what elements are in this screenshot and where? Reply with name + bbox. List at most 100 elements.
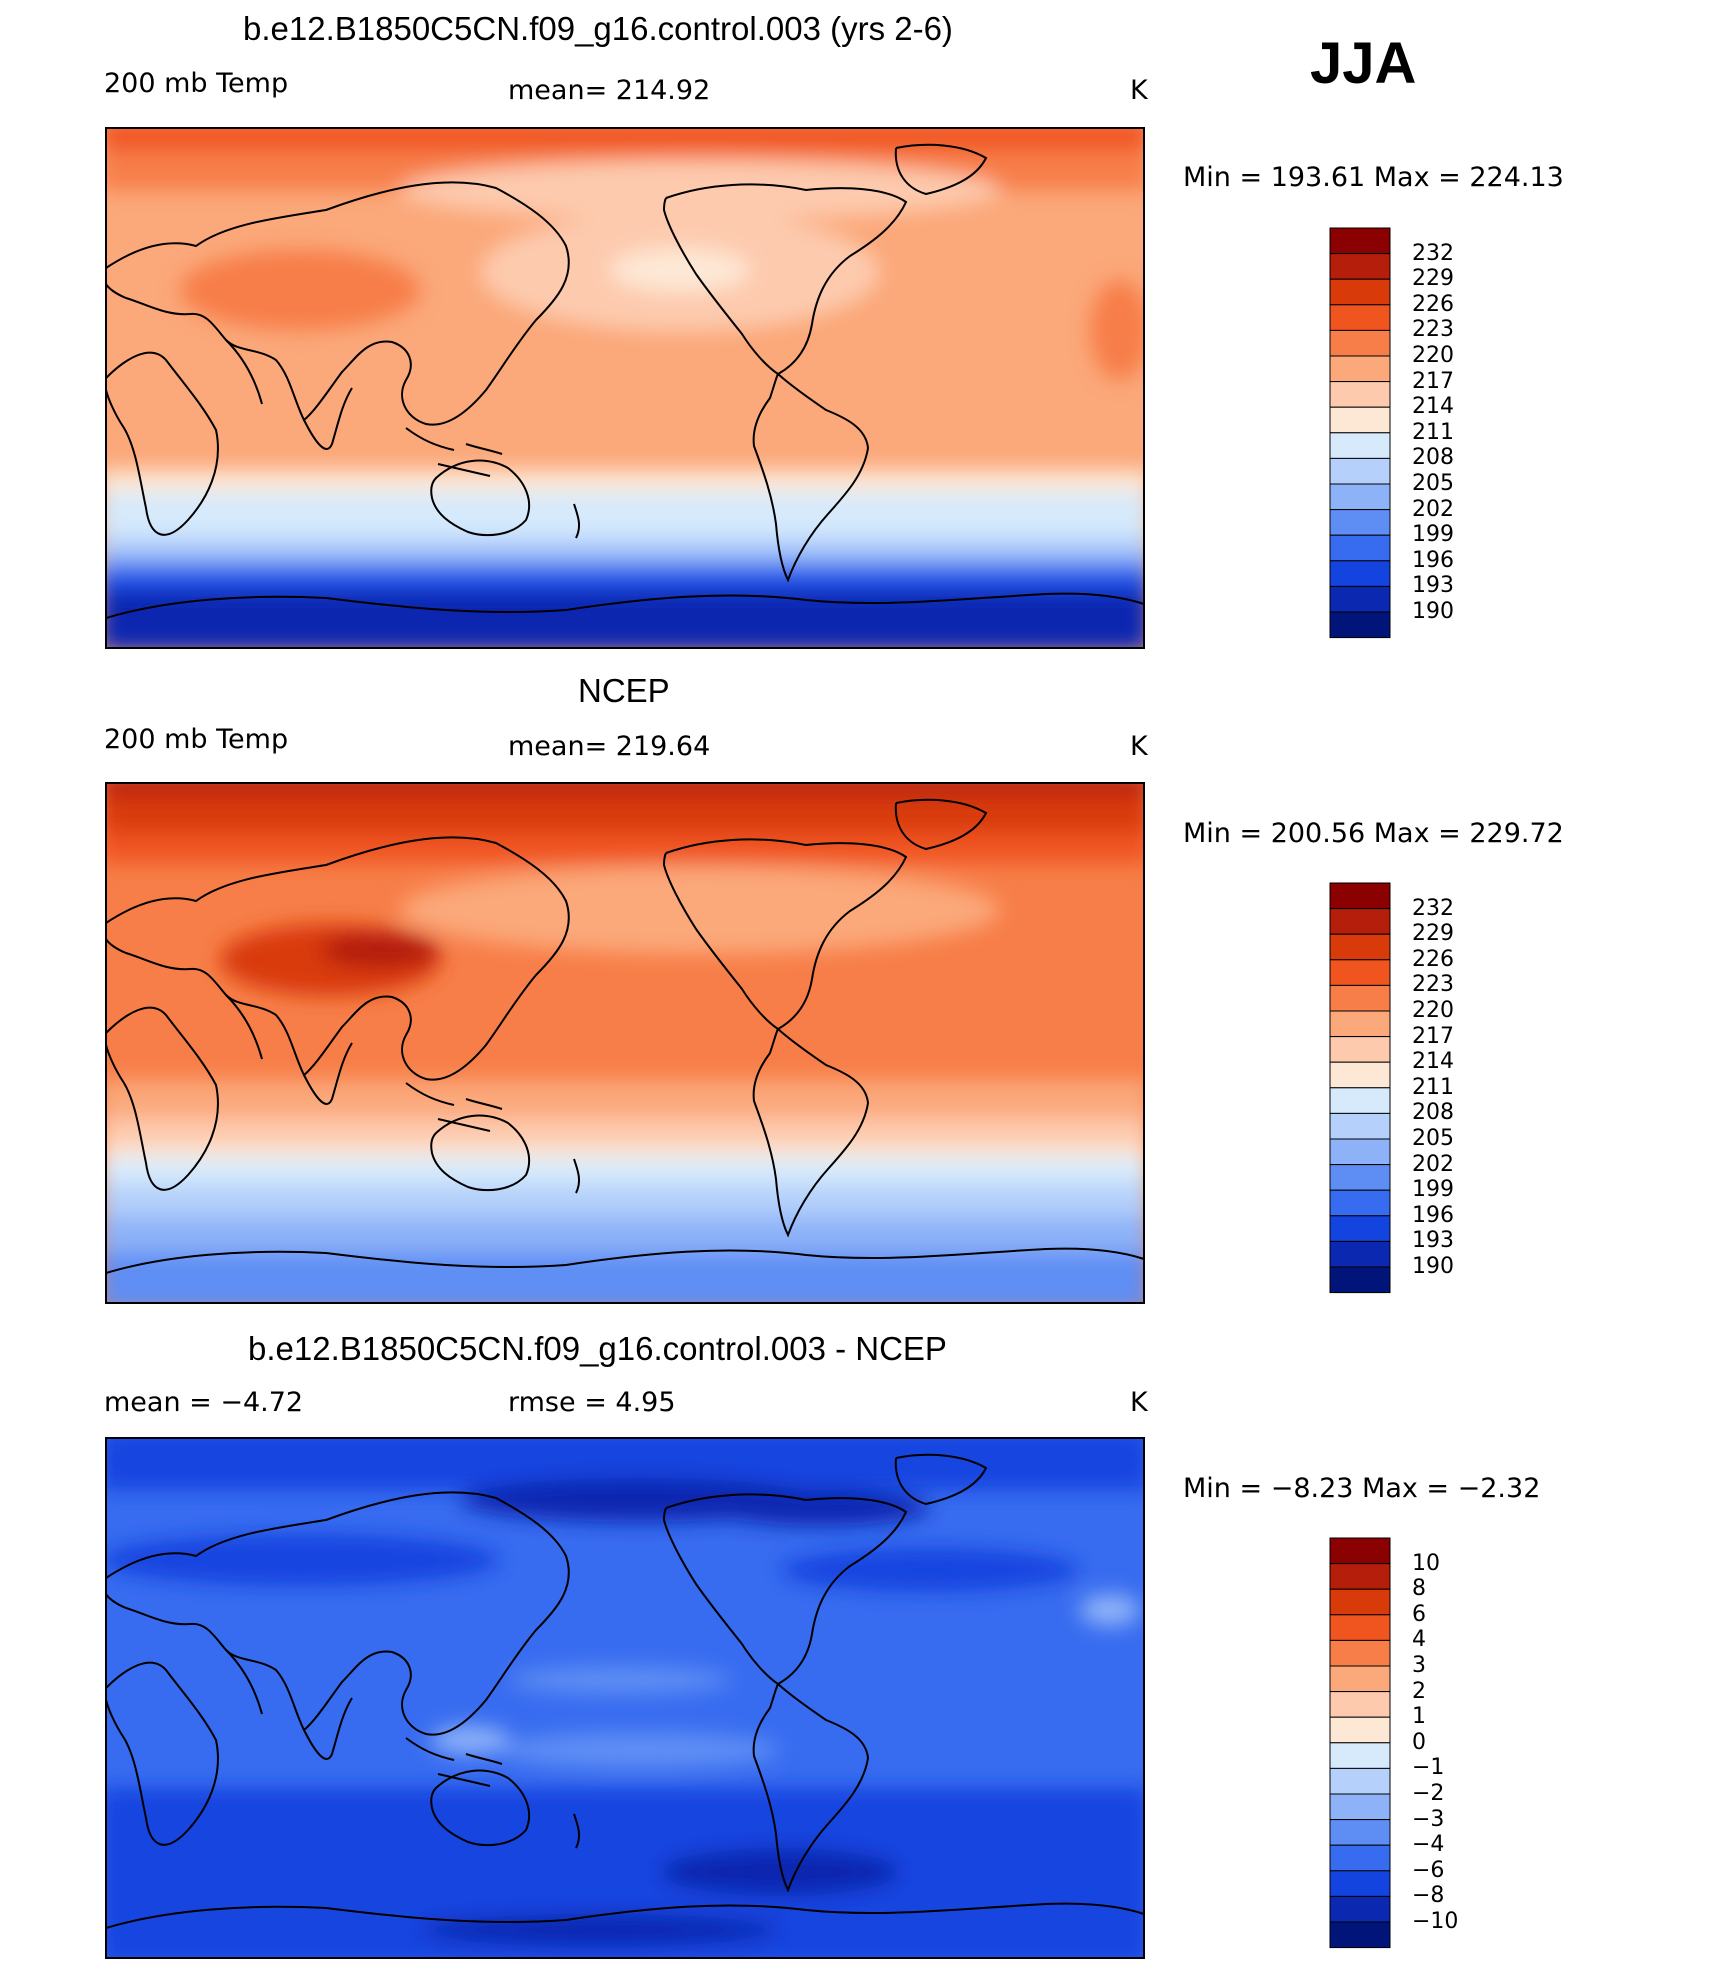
- panel3-map: [106, 1438, 1144, 1958]
- colorbar-3-label: −4: [1412, 1832, 1445, 1858]
- colorbar-2-swatch: [1329, 959, 1391, 986]
- colorbar-2-swatch: [1329, 933, 1391, 961]
- colorbar-2-swatch: [1329, 1010, 1391, 1038]
- panel1-mean-label: mean= 214.92: [508, 75, 711, 106]
- colorbar-2-swatch: [1329, 1087, 1391, 1114]
- colorbar-2-label: 190: [1412, 1254, 1454, 1279]
- colorbar-2-swatch: [1329, 984, 1391, 1012]
- colorbar-3-label: 8: [1412, 1576, 1426, 1602]
- colorbar-1-label: 193: [1412, 573, 1454, 599]
- colorbar-3-swatch: [1329, 1793, 1391, 1821]
- colorbar-1-label: 202: [1412, 496, 1454, 522]
- colorbar-2-label: 199: [1412, 1177, 1454, 1203]
- colorbar-1-swatch: [1329, 560, 1391, 587]
- colorbar-1-label: 211: [1412, 419, 1454, 445]
- colorbar-3-label: −1: [1412, 1755, 1445, 1781]
- colorbar-1-swatch: [1329, 355, 1391, 383]
- colorbar-1-swatch: [1329, 483, 1391, 511]
- colorbar-1-label: 229: [1412, 266, 1454, 292]
- colorbar-1-label: 226: [1412, 291, 1454, 317]
- colorbar-1-swatch: [1329, 406, 1391, 434]
- colorbar-2-swatch: [1329, 1061, 1391, 1089]
- panel3-rmse-label: rmse = 4.95: [508, 1387, 676, 1418]
- panel3-title: b.e12.B1850C5CN.f09_g16.control.003 - NC…: [248, 1330, 947, 1367]
- panel1-map: [106, 128, 1144, 648]
- colorbar-2-swatch: [1329, 1138, 1391, 1166]
- colorbar-3-label: 0: [1412, 1729, 1426, 1755]
- colorbar-3-label: −10: [1412, 1909, 1459, 1934]
- panel1-left-label: 200 mb Temp: [104, 68, 289, 99]
- panel3-frame: [105, 1437, 1145, 1959]
- colorbar-3-label: 6: [1412, 1601, 1426, 1627]
- colorbar-2-label: 205: [1412, 1126, 1454, 1151]
- colorbar-1-swatch: [1329, 432, 1391, 459]
- colorbar-3-label: 10: [1412, 1550, 1440, 1576]
- colorbar-2-label: 214: [1412, 1049, 1454, 1075]
- colorbar-1-swatch: [1329, 227, 1391, 255]
- colorbar-2-swatch: [1329, 908, 1391, 935]
- colorbar-2-swatch: [1329, 1112, 1391, 1140]
- colorbar-2-label: 202: [1412, 1151, 1454, 1177]
- panel2-units: K: [1130, 731, 1148, 762]
- colorbar-1-swatch: [1329, 611, 1391, 639]
- panel1-frame: [105, 127, 1145, 649]
- colorbar-3-swatch: [1329, 1665, 1391, 1693]
- panel3-mean-label: mean = −4.72: [104, 1387, 304, 1418]
- colorbar-2-swatch: [1329, 1215, 1391, 1242]
- panel2-title: NCEP: [578, 672, 670, 709]
- colorbar-1-label: 232: [1412, 240, 1454, 266]
- colorbar-1-swatch: [1329, 509, 1391, 536]
- colorbar-3-swatch: [1329, 1870, 1391, 1897]
- panel2-left-label: 200 mb Temp: [104, 724, 289, 755]
- colorbar-2-swatch: [1329, 882, 1391, 910]
- colorbar-3-label: 2: [1412, 1678, 1426, 1704]
- colorbar-3-swatch: [1329, 1563, 1391, 1590]
- colorbar-3-swatch: [1329, 1767, 1391, 1795]
- colorbar-1-label: 223: [1412, 317, 1454, 343]
- colorbar-2-label: 217: [1412, 1023, 1454, 1049]
- colorbar-1-label: 208: [1412, 445, 1454, 471]
- panel2-mean-label: mean= 219.64: [508, 731, 711, 762]
- colorbar-1-label: 196: [1412, 547, 1454, 573]
- colorbar-1-swatch: [1329, 278, 1391, 306]
- colorbar-1-label: 214: [1412, 394, 1454, 420]
- colorbar-3-label: 4: [1412, 1627, 1426, 1653]
- colorbar-3-label: 1: [1412, 1704, 1426, 1730]
- colorbar-3-swatch: [1329, 1895, 1391, 1923]
- colorbar-2-label: 226: [1412, 946, 1454, 972]
- colorbar-2-swatch: [1329, 1036, 1391, 1063]
- colorbar-1-label: 205: [1412, 471, 1454, 496]
- panel2-frame: [105, 782, 1145, 1304]
- colorbar-2-swatch: [1329, 1240, 1391, 1268]
- colorbar-3-label: −2: [1412, 1781, 1445, 1806]
- colorbar-3-swatch: [1329, 1588, 1391, 1616]
- colorbar-2-label: 196: [1412, 1202, 1454, 1228]
- colorbar-1-swatch: [1329, 304, 1391, 331]
- colorbar-3-swatch: [1329, 1819, 1391, 1846]
- panel3-units: K: [1130, 1387, 1148, 1418]
- panel1-stats: Min = 193.61 Max = 224.13: [1183, 162, 1564, 193]
- colorbar-1-label: 217: [1412, 368, 1454, 394]
- colorbar-1-swatch: [1329, 329, 1391, 357]
- colorbar-1-label: 190: [1412, 599, 1454, 624]
- season-label: JJA: [1310, 31, 1417, 96]
- colorbar-2-swatch: [1329, 1189, 1391, 1217]
- colorbar-2-label: 223: [1412, 972, 1454, 998]
- colorbar-1-swatch: [1329, 585, 1391, 613]
- colorbar-3-swatch: [1329, 1742, 1391, 1769]
- colorbar-1-label: 199: [1412, 522, 1454, 548]
- colorbar-1-swatch: [1329, 253, 1391, 280]
- colorbar-3-swatch: [1329, 1691, 1391, 1718]
- colorbar-3-swatch: [1329, 1639, 1391, 1667]
- colorbar-1-label: 220: [1412, 343, 1454, 368]
- panel3-stats: Min = −8.23 Max = −2.32: [1183, 1473, 1541, 1504]
- colorbar-2-label: 220: [1412, 998, 1454, 1023]
- colorbar-2-label: 193: [1412, 1228, 1454, 1254]
- panel2-stats: Min = 200.56 Max = 229.72: [1183, 818, 1564, 849]
- colorbar-2-swatch: [1329, 1164, 1391, 1191]
- colorbar-3-swatch: [1329, 1716, 1391, 1744]
- colorbar-3-swatch: [1329, 1614, 1391, 1641]
- colorbar-2-label: 229: [1412, 921, 1454, 947]
- panel2-map: [106, 783, 1144, 1303]
